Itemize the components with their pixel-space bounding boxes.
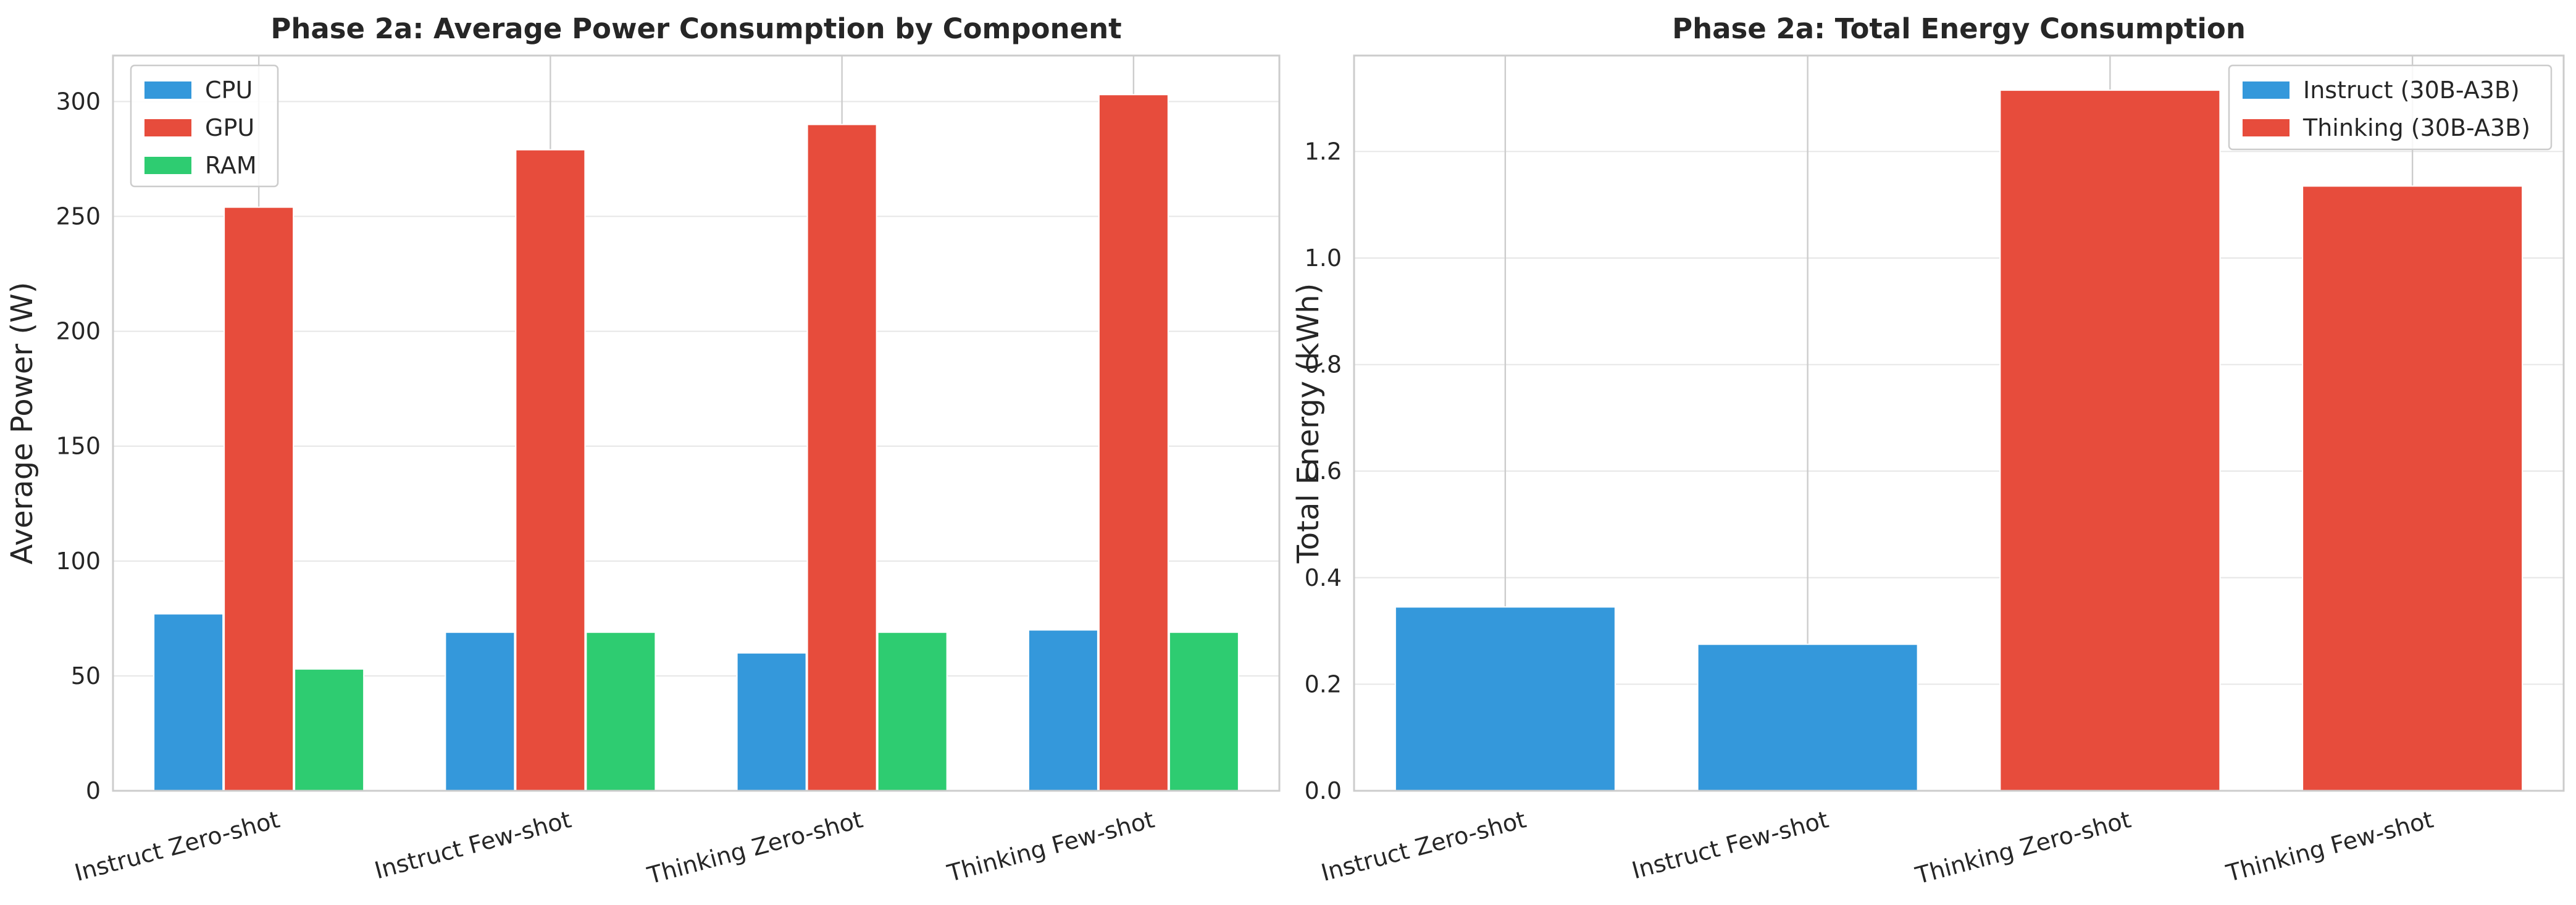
power-bars [153,94,1239,792]
power-y-axis-label: Average Power (W) [5,282,40,565]
power-bar-ram [877,632,948,792]
power-bar-cpu [1027,629,1098,791]
energy-legend: Instruct (30B-A3B) Thinking (30B-A3B) [2228,64,2553,151]
power-y-tick-label: 300 [56,88,101,115]
power-bar-ram [1168,632,1239,792]
power-bar-gpu [224,206,295,791]
energy-legend-label: Thinking (30B-A3B) [2302,114,2530,141]
power-y-tick-label: 100 [56,548,101,575]
energy-legend-swatch [2243,81,2290,99]
power-chart-title: Phase 2a: Average Power Consumption by C… [270,12,1121,45]
power-y-tick-label: 200 [56,318,101,345]
energy-y-ticks: 0.0 0.2 0.4 0.6 0.8 1.0 1.2 [1305,138,1342,804]
power-bar-gpu [806,123,877,791]
energy-bar [1999,90,2221,792]
power-y-tick-label: 50 [71,662,101,690]
energy-legend-swatch [2243,119,2290,136]
energy-legend-label: Instruct (30B-A3B) [2303,77,2520,104]
energy-bar [2302,185,2524,791]
power-legend-swatch-gpu [144,119,191,136]
energy-y-tick-label: 1.0 [1305,244,1342,272]
power-y-ticks: 0 50 100 150 200 250 300 [56,88,101,804]
energy-bars [1394,90,2524,792]
power-bar-ram [294,668,365,791]
power-bar-gpu [515,149,586,791]
power-bar-cpu [736,652,807,791]
energy-y-axis-label: Total Energy (kWh) [1291,283,1326,564]
power-legend-swatch-cpu [144,81,191,99]
energy-y-tick-label: 0.2 [1305,670,1342,698]
power-bar-gpu [1098,94,1169,792]
power-y-tick-label: 250 [56,203,101,230]
power-plot-frame [112,54,1281,792]
power-legend-label: GPU [205,114,254,141]
energy-y-tick-label: 1.2 [1305,138,1342,165]
power-legend-swatch-ram [144,157,191,174]
energy-chart-title: Phase 2a: Total Energy Consumption [1672,12,2246,45]
energy-bar [1394,606,1616,791]
power-y-tick-label: 150 [56,433,101,460]
energy-plot-frame [1353,54,2565,792]
energy-chart: 0.00.20.40.60.81.01.2 Instruct Zero-shot… [1291,12,2565,890]
energy-legend-box [2228,64,2553,151]
energy-y-tick-label: 0.8 [1305,351,1342,378]
power-bar-ram [585,632,656,792]
power-y-tick-label: 0 [86,777,101,804]
power-legend: CPU GPU RAM [130,64,279,188]
power-bar-cpu [153,613,224,792]
power-bar-cpu [445,632,516,792]
energy-y-tick-label: 0.0 [1305,777,1342,804]
power-legend-label: RAM [205,152,257,179]
energy-y-tick-label: 0.4 [1305,564,1342,591]
energy-bar [1697,643,1918,792]
power-legend-label: CPU [205,77,253,104]
energy-y-tick-label: 0.6 [1305,457,1342,485]
